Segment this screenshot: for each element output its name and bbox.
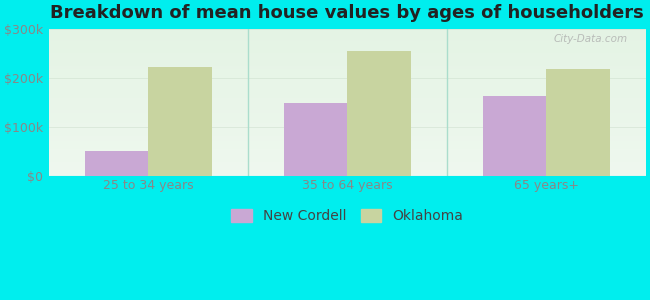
Title: Breakdown of mean house values by ages of householders: Breakdown of mean house values by ages o… [51, 4, 644, 22]
Bar [283, 103, 347, 176]
Bar [347, 51, 411, 176]
Text: City-Data.com: City-Data.com [554, 34, 628, 44]
Bar [483, 96, 547, 176]
Bar [84, 151, 148, 176]
Bar [148, 68, 212, 176]
Bar [547, 69, 610, 176]
Legend: New Cordell, Oklahoma: New Cordell, Oklahoma [224, 202, 471, 230]
